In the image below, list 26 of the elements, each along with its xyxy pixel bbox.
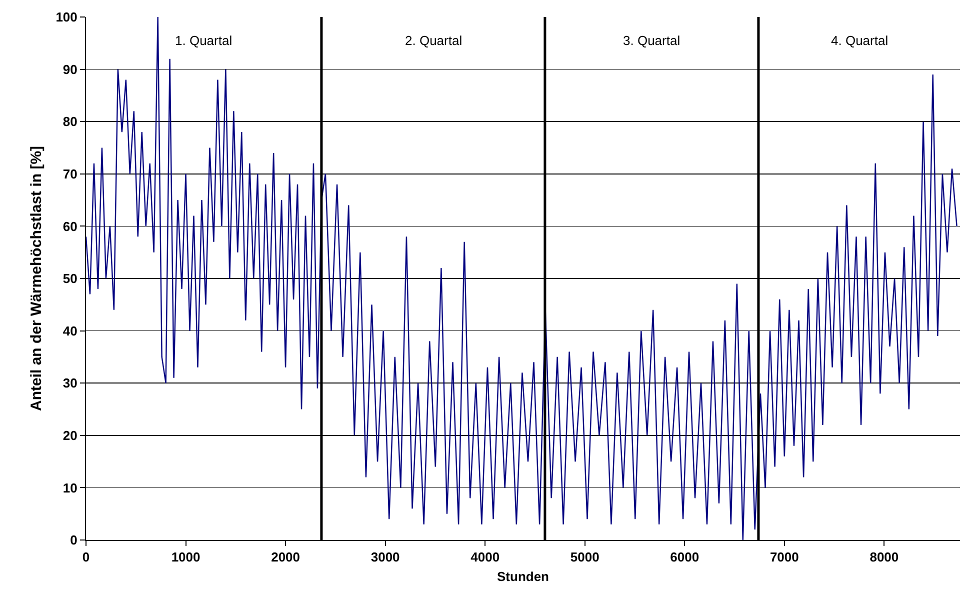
y-tick-label: 20 xyxy=(62,428,78,443)
annotation: 3. Quartal xyxy=(623,33,680,48)
annotation: 1. Quartal xyxy=(175,33,232,48)
x-tick-label: 5000 xyxy=(570,550,600,565)
x-tick-label: 3000 xyxy=(370,550,400,565)
x-tick-label: 4000 xyxy=(470,550,500,565)
y-tick-label: 100 xyxy=(56,10,78,25)
x-tick-label: 1000 xyxy=(171,550,200,565)
y-tick-label: 90 xyxy=(62,62,78,77)
x-tick-label: 7000 xyxy=(770,550,799,565)
x-tick-label: 8000 xyxy=(870,550,899,565)
y-tick-label: 50 xyxy=(62,271,78,286)
y-tick-label: 70 xyxy=(62,166,78,182)
x-tick-label: 0 xyxy=(82,550,90,565)
annotation: 4. Quartal xyxy=(831,33,888,48)
y-tick-label: 60 xyxy=(62,218,78,234)
y-tick-label: 10 xyxy=(62,480,78,496)
annotation: 2. Quartal xyxy=(405,33,462,48)
x-tick-label: 2000 xyxy=(271,550,300,565)
x-axis-title: Stunden xyxy=(497,569,550,584)
y-axis-title: Anteil an der Wärmehöchstlast in [%] xyxy=(28,146,45,412)
y-tick-label: 0 xyxy=(70,532,78,548)
x-tick-label: 6000 xyxy=(670,550,700,565)
y-tick-label: 80 xyxy=(62,114,78,130)
y-tick-label: 40 xyxy=(62,323,78,338)
y-tick-label: 30 xyxy=(62,376,78,391)
